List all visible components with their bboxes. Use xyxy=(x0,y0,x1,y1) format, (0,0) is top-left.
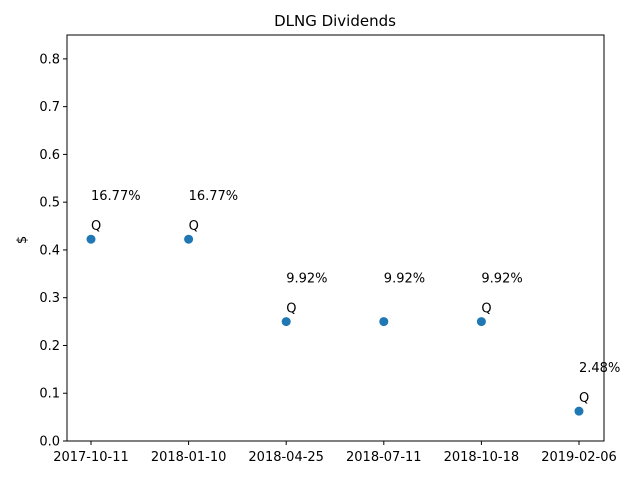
yield-label: 2.48% xyxy=(579,361,620,376)
x-tick-label: 2018-10-18 xyxy=(444,450,520,465)
x-tick-label: 2018-01-10 xyxy=(151,450,227,465)
point-label: Q xyxy=(189,219,199,234)
x-tick-label: 2017-10-11 xyxy=(53,450,129,465)
x-tick-label: 2018-07-11 xyxy=(346,450,422,465)
y-tick-label: 0.7 xyxy=(39,100,60,115)
y-tick-label: 0.1 xyxy=(39,387,60,402)
x-tick-label: 2018-04-25 xyxy=(248,450,324,465)
axes-frame xyxy=(66,34,605,442)
yield-label: 9.92% xyxy=(481,272,522,287)
y-tick-label: 0.4 xyxy=(39,243,60,258)
data-point xyxy=(574,406,584,416)
y-axis-label: $ xyxy=(15,236,30,244)
data-point xyxy=(379,317,389,327)
point-label: Q xyxy=(481,302,491,317)
plot-area: 0.0 0.1 0.2 0.3 0.4 0.5 0.6 0.7 0.8 2017-10-11 201… xyxy=(39,52,620,465)
data-point xyxy=(86,234,96,244)
yield-label: 9.92% xyxy=(384,272,425,287)
x-tick-label: 2019-02-06 xyxy=(541,450,617,465)
y-tick-label: 0.3 xyxy=(39,291,60,306)
y-tick-label: 0.6 xyxy=(39,148,60,163)
y-tick-label: 0.2 xyxy=(39,339,60,354)
yield-label: 16.77% xyxy=(189,189,239,204)
point-label: Q xyxy=(579,391,589,406)
point-label: Q xyxy=(91,219,101,234)
data-point xyxy=(476,317,486,327)
y-tick-label: 0.0 xyxy=(39,435,60,450)
y-tick-label: 0.8 xyxy=(39,52,60,67)
yield-label: 16.77% xyxy=(91,189,141,204)
yield-label: 9.92% xyxy=(286,272,327,287)
data-point xyxy=(281,317,291,327)
point-label: Q xyxy=(286,302,296,317)
data-point xyxy=(184,234,194,244)
y-tick-label: 0.5 xyxy=(39,196,60,211)
chart-title: DLNG Dividends xyxy=(274,12,396,30)
